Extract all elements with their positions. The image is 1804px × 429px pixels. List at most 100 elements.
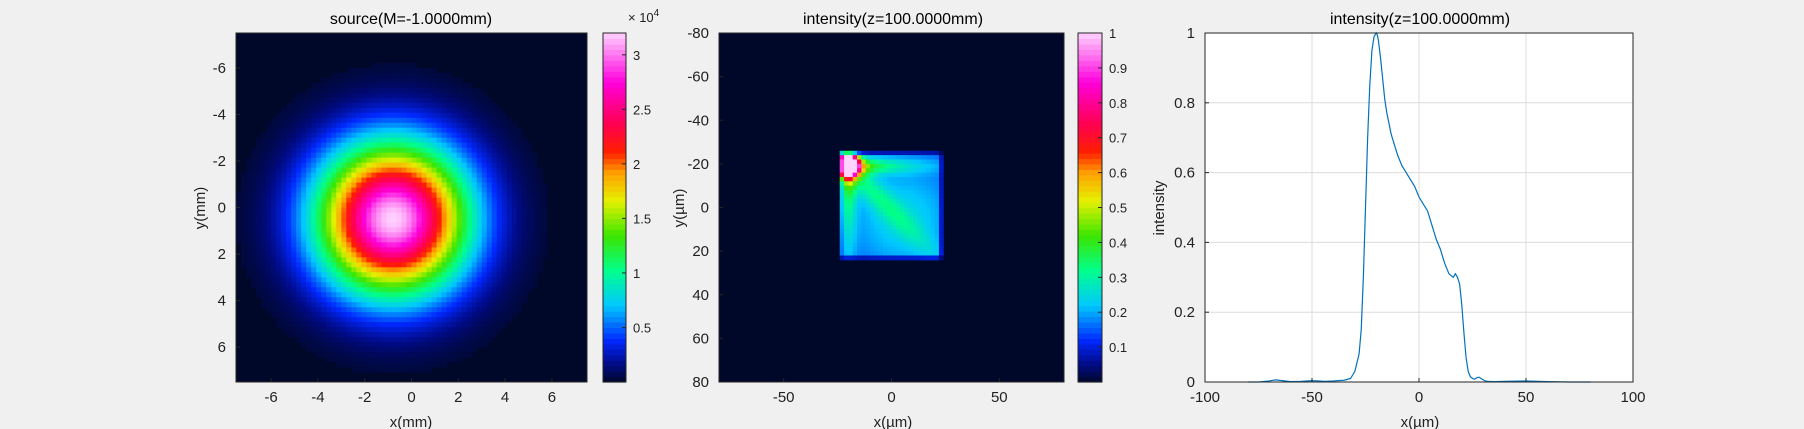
- source-heatmap-cell: [361, 97, 367, 104]
- source-heatmap-cell: [481, 142, 488, 149]
- source-heatmap-cell: [441, 177, 448, 184]
- source-heatmap-cell: [271, 242, 277, 248]
- source-heatmap-cell: [321, 157, 327, 164]
- source-heatmap-cell: [281, 247, 287, 253]
- source-heatmap-cell: [306, 267, 312, 273]
- intensity-colorbar-segment: [1078, 196, 1102, 203]
- intensity-heatmap-cell: [934, 220, 940, 226]
- source-heatmap-cell: [386, 207, 392, 213]
- source-heatmap-cell: [261, 177, 267, 184]
- source-heatmap-cell: [486, 102, 493, 109]
- source-heatmap-cell: [461, 172, 468, 179]
- source-heatmap-cell: [251, 267, 257, 273]
- source-heatmap-cell: [481, 302, 488, 308]
- source-heatmap-cell: [496, 327, 503, 333]
- intensity-heatmap-cell: [938, 224, 944, 230]
- source-heatmap-cell: [466, 97, 473, 104]
- source-heatmap-cell: [481, 132, 488, 139]
- source-heatmap-cell: [431, 247, 438, 253]
- source-heatmap-cell: [451, 242, 458, 248]
- source-heatmap-cell: [271, 127, 277, 134]
- source-heatmap-cell: [331, 262, 337, 268]
- source-heatmap-cell: [336, 267, 342, 273]
- source-heatmap-cell: [401, 272, 407, 278]
- intensity-heatmap-cell: [913, 159, 918, 165]
- source-heatmap-cell: [406, 77, 412, 84]
- source-heatmap-cell: [451, 112, 458, 119]
- source-heatmap-cell: [441, 257, 448, 263]
- source-heatmap-cell: [346, 272, 352, 278]
- source-heatmap-cell: [306, 102, 312, 109]
- source-heatmap-cell: [256, 177, 262, 184]
- intensity-colorbar-segment: [1078, 278, 1102, 285]
- source-heatmap-cell: [421, 147, 428, 154]
- source-heatmap-cell: [316, 162, 322, 169]
- source-heatmap-cell: [426, 112, 433, 119]
- source-heatmap-cell: [526, 252, 533, 258]
- source-heatmap-cell: [401, 262, 407, 268]
- intensity-heatmap-cell: [857, 242, 862, 248]
- source-heatmap-cell: [491, 102, 498, 109]
- source-heatmap-cell: [501, 112, 508, 119]
- source-heatmap-cell: [416, 127, 423, 134]
- source-heatmap-cell: [501, 277, 508, 283]
- source-heatmap-cell: [496, 232, 503, 238]
- source-heatmap-cell: [356, 307, 362, 313]
- source-heatmap-cell: [371, 97, 377, 104]
- source-heatmap-cell: [476, 317, 483, 323]
- source-heatmap-cell: [421, 242, 428, 248]
- source-heatmap-cell: [496, 187, 503, 194]
- intensity-heatmap-cell: [848, 251, 854, 256]
- intensity-heatmap-cell: [848, 246, 854, 252]
- intensity-heatmap-cell: [938, 155, 944, 161]
- intensity-heatmap-cell: [844, 216, 849, 222]
- source-heatmap-cell: [396, 362, 402, 368]
- source-heatmap-cell: [346, 182, 352, 189]
- source-heatmap-cell: [261, 192, 267, 199]
- source-heatmap-cell: [501, 252, 508, 258]
- source-heatmap-cell: [276, 242, 282, 248]
- source-heatmap-cell: [341, 222, 347, 228]
- source-heatmap-cell: [276, 137, 282, 144]
- source-heatmap-cell: [501, 172, 508, 179]
- source-heatmap-cell: [276, 317, 282, 323]
- source-heatmap-cell: [276, 122, 282, 129]
- source-heatmap-cell: [506, 292, 513, 298]
- source-colorbar-segment: [603, 354, 626, 361]
- source-heatmap-cell: [521, 197, 528, 204]
- intensity-heatmap-cell: [865, 233, 871, 239]
- source-heatmap-cell: [401, 352, 407, 358]
- intensity-colorbar-segment: [1078, 43, 1102, 50]
- source-heatmap-cell: [356, 127, 362, 134]
- source-heatmap-cell: [351, 362, 357, 368]
- source-heatmap-cell: [266, 257, 272, 263]
- intensity-colorbar-segment: [1078, 65, 1102, 72]
- intensity-heatmap-cell: [921, 220, 927, 226]
- source-heatmap-cell: [476, 152, 483, 159]
- source-heatmap-cell: [466, 217, 473, 223]
- source-heatmap-cell: [336, 167, 342, 174]
- source-heatmap-cell: [496, 277, 503, 283]
- source-heatmap-cell: [516, 222, 523, 228]
- source-heatmap-cell: [476, 342, 483, 348]
- intensity-heatmap-cell: [930, 242, 936, 248]
- source-heatmap-cell: [501, 177, 508, 184]
- source-heatmap-cell: [426, 352, 433, 358]
- source-heatmap-cell: [341, 187, 347, 194]
- source-heatmap-cell: [321, 102, 327, 109]
- source-heatmap-cell: [481, 127, 488, 134]
- source-heatmap-cell: [441, 337, 448, 343]
- source-heatmap-cell: [271, 262, 277, 268]
- source-heatmap-cell: [466, 82, 473, 89]
- source-heatmap-cell: [396, 87, 402, 94]
- source-heatmap-cell: [301, 227, 307, 233]
- intensity-heatmap-cell: [904, 242, 910, 248]
- source-heatmap-cell: [501, 262, 508, 268]
- source-heatmap-cell: [376, 297, 382, 303]
- source-heatmap-cell: [351, 347, 357, 353]
- source-heatmap-cell: [476, 222, 483, 228]
- source-heatmap-cell: [386, 352, 392, 358]
- source-heatmap-cell: [331, 342, 337, 348]
- source-heatmap-cell: [251, 147, 257, 154]
- intensity-heatmap-cell: [908, 155, 914, 161]
